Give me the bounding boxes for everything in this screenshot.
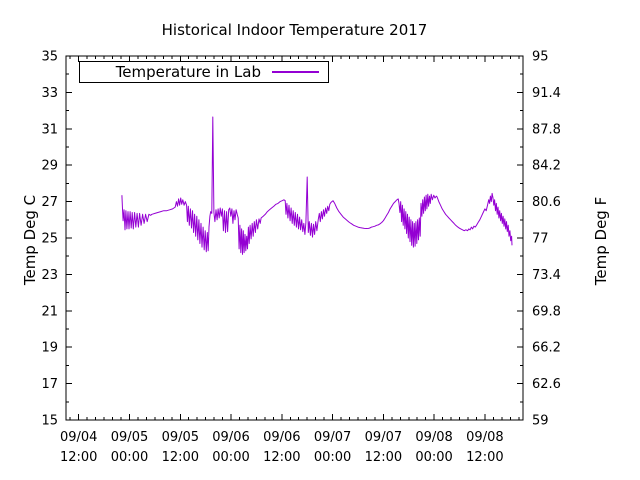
x-tick-date-label: 09/06: [212, 430, 249, 445]
y2-tick-label: 91.4: [532, 86, 561, 101]
y-tick-label: 29: [41, 159, 58, 174]
y2-tick-label: 73.4: [532, 268, 561, 283]
y-tick-label: 33: [41, 86, 58, 101]
x-tick-time-label: 00:00: [314, 450, 351, 465]
y2-tick-label: 77: [532, 232, 549, 247]
x-tick-date-label: 09/08: [415, 430, 452, 445]
y-tick-label: 17: [41, 377, 58, 392]
x-tick-date-label: 09/05: [162, 430, 199, 445]
legend-line-sample: [272, 71, 319, 73]
y-tick-label: 27: [41, 195, 58, 210]
y-tick-label: 21: [41, 304, 58, 319]
y-tick-label: 19: [41, 341, 58, 356]
y2-tick-label: 59: [532, 414, 549, 429]
x-tick-time-label: 12:00: [263, 450, 300, 465]
x-tick-date-label: 09/07: [365, 430, 402, 445]
x-tick-time-label: 12:00: [60, 450, 97, 465]
y2-tick-label: 66.2: [532, 341, 561, 356]
y-tick-label: 31: [41, 122, 58, 137]
x-tick-time-label: 12:00: [365, 450, 402, 465]
y2-tick-label: 95: [532, 50, 549, 65]
x-tick-time-label: 12:00: [162, 450, 199, 465]
y-tick-label: 35: [41, 50, 58, 65]
x-tick-time-label: 00:00: [212, 450, 249, 465]
chart-title: Historical Indoor Temperature 2017: [161, 21, 428, 39]
y2-tick-label: 87.8: [532, 122, 561, 137]
x-tick-date-label: 09/06: [263, 430, 300, 445]
y2-tick-label: 84.2: [532, 159, 561, 174]
plot-border: [65, 55, 524, 421]
y-tick-label: 23: [41, 268, 58, 283]
x-tick-time-label: 12:00: [466, 450, 503, 465]
x-tick-date-label: 09/07: [314, 430, 351, 445]
y2-tick-label: 62.6: [532, 377, 561, 392]
temperature-line: [121, 116, 513, 255]
x-tick-date-label: 09/04: [60, 430, 97, 445]
legend: Temperature in Lab: [79, 61, 329, 83]
y-tick-label: 15: [41, 414, 58, 429]
y2-tick-label: 69.8: [532, 304, 561, 319]
x-tick-time-label: 00:00: [111, 450, 148, 465]
legend-label: Temperature in Lab: [115, 63, 261, 81]
x-tick-time-label: 00:00: [415, 450, 452, 465]
y-tick-label: 25: [41, 232, 58, 247]
y2-tick-label: 80.6: [532, 195, 561, 210]
x-tick-date-label: 09/08: [466, 430, 503, 445]
x-tick-date-label: 09/05: [111, 430, 148, 445]
